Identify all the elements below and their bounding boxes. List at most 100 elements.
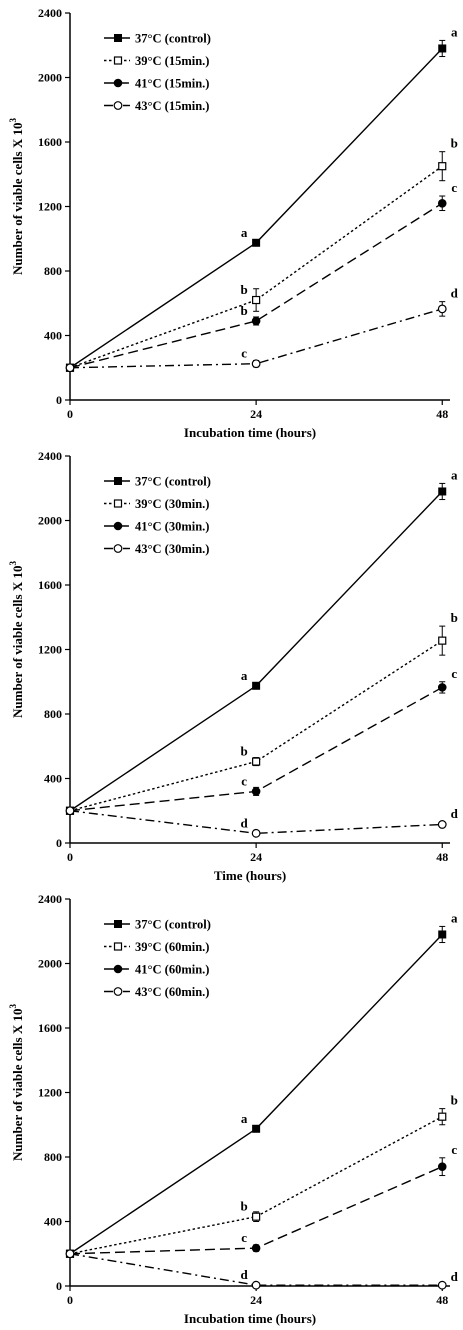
data-point [252,1124,261,1133]
legend-marker [113,987,123,996]
series-1: aa [66,467,458,815]
data-point [251,316,261,326]
y-tick-label: 2000 [38,957,62,971]
y-axis-label-group: Number of viable cells X 103 [8,561,25,719]
data-point [437,304,447,314]
significance-label: a [451,24,458,39]
x-tick-label: 24 [250,850,262,864]
significance-label: c [451,180,457,195]
chart-panel-1: 0 400 800 1200 1600 2000 2400 0 24 48 Incubation t… [8,6,459,440]
y-axis-label-group: Number of viable cells X 103 [8,118,25,276]
series-2: bb [65,1093,458,1258]
y-tick-label: 400 [44,772,62,786]
x-tick-label: 48 [436,407,448,421]
series-line [69,165,443,369]
legend-label: 41°C (60min.) [135,963,209,977]
y-axis-label-superscript: 3 [8,1004,18,1009]
y-axis-label-group: Number of viable cells X 103 [8,1004,25,1162]
series-2: bb [65,136,458,372]
data-point [438,1112,447,1121]
chart-panel-2: 0 400 800 1200 1600 2000 2400 0 24 48 Time (hours)… [8,449,459,883]
series-1: aa [66,910,458,1258]
significance-label: a [451,910,458,925]
y-axis-label-text: Number of viable cells X 10 [10,566,25,719]
series-line [69,202,443,369]
data-point [252,757,261,766]
x-tick-label: 0 [67,1293,73,1307]
x-tick-label: 48 [436,1293,448,1307]
significance-label: d [451,286,459,301]
series-3: cc [65,1142,457,1259]
legend-label: 39°C (30min.) [135,497,209,511]
series-line [69,1253,443,1286]
y-tick-label: 0 [56,1279,62,1293]
legend-marker [113,101,123,110]
legend-label: 43°C (30min.) [135,542,209,556]
y-tick-label: 800 [44,707,62,721]
legend-marker [114,920,122,928]
legend-label: 41°C (30min.) [135,520,209,534]
y-tick-label: 2000 [38,71,62,85]
legend-label: 39°C (60min.) [135,940,209,954]
significance-label: a [241,1111,248,1126]
significance-label: a [451,467,458,482]
series-3: cc [65,666,457,816]
legend-marker [113,521,123,531]
series-line [69,1166,443,1255]
series-line [69,810,443,835]
legend-label: 43°C (15min.) [135,99,209,113]
data-point [437,683,447,692]
legend-marker [113,942,123,951]
y-tick-label: 800 [44,264,62,278]
y-tick-label: 2400 [38,6,62,20]
data-point [252,1212,261,1221]
legend: 37°C (control) 39°C (60min.) 41°C (60min.)… [104,918,211,999]
y-axis-label-text: Number of viable cells X 10 [10,1009,25,1162]
legend-marker [114,34,122,42]
y-axis-label-superscript: 3 [8,118,18,123]
legend-marker [113,964,123,974]
data-point [65,1249,75,1259]
data-point [438,487,447,496]
y-tick-label: 400 [44,1215,62,1229]
data-point [438,162,447,171]
significance-label: b [451,136,458,151]
y-tick-label: 800 [44,1150,62,1164]
significance-label: a [241,225,248,240]
y-axis-label: Number of viable cells X 103 [8,561,25,719]
y-tick-label: 2400 [38,892,62,906]
y-tick-label: 0 [56,836,62,850]
x-axis-label: Incubation time (hours) [184,1311,316,1326]
y-axis-label-superscript: 3 [8,561,18,566]
data-point [251,787,261,796]
data-point [65,806,75,816]
legend-label: 39°C (15min.) [135,54,209,68]
significance-label: b [451,1093,458,1108]
data-point [437,1280,447,1290]
legend-label: 37°C (control) [135,918,211,932]
legend-label: 43°C (60min.) [135,985,209,999]
y-tick-label: 1600 [38,1021,62,1035]
significance-label: c [241,346,247,361]
x-tick-label: 0 [67,407,73,421]
y-tick-label: 1600 [38,135,62,149]
significance-label: c [451,666,457,681]
series-line [69,1116,443,1255]
data-point [251,1280,261,1290]
significance-label: b [451,610,458,625]
y-tick-label: 1600 [38,578,62,592]
x-axis-label: Incubation time (hours) [184,425,316,440]
chart-panel-3: 0 400 800 1200 1600 2000 2400 0 24 48 Incubation t… [8,892,459,1326]
data-point [438,636,447,645]
y-tick-label: 1200 [38,643,62,657]
y-tick-label: 0 [56,393,62,407]
legend-marker [113,78,123,88]
series-3: bc [65,180,457,373]
series-4: dd [65,806,459,838]
data-point [438,930,447,939]
significance-label: b [241,744,248,759]
data-point [252,681,261,690]
significance-label: d [451,1269,459,1284]
y-tick-label: 2400 [38,449,62,463]
